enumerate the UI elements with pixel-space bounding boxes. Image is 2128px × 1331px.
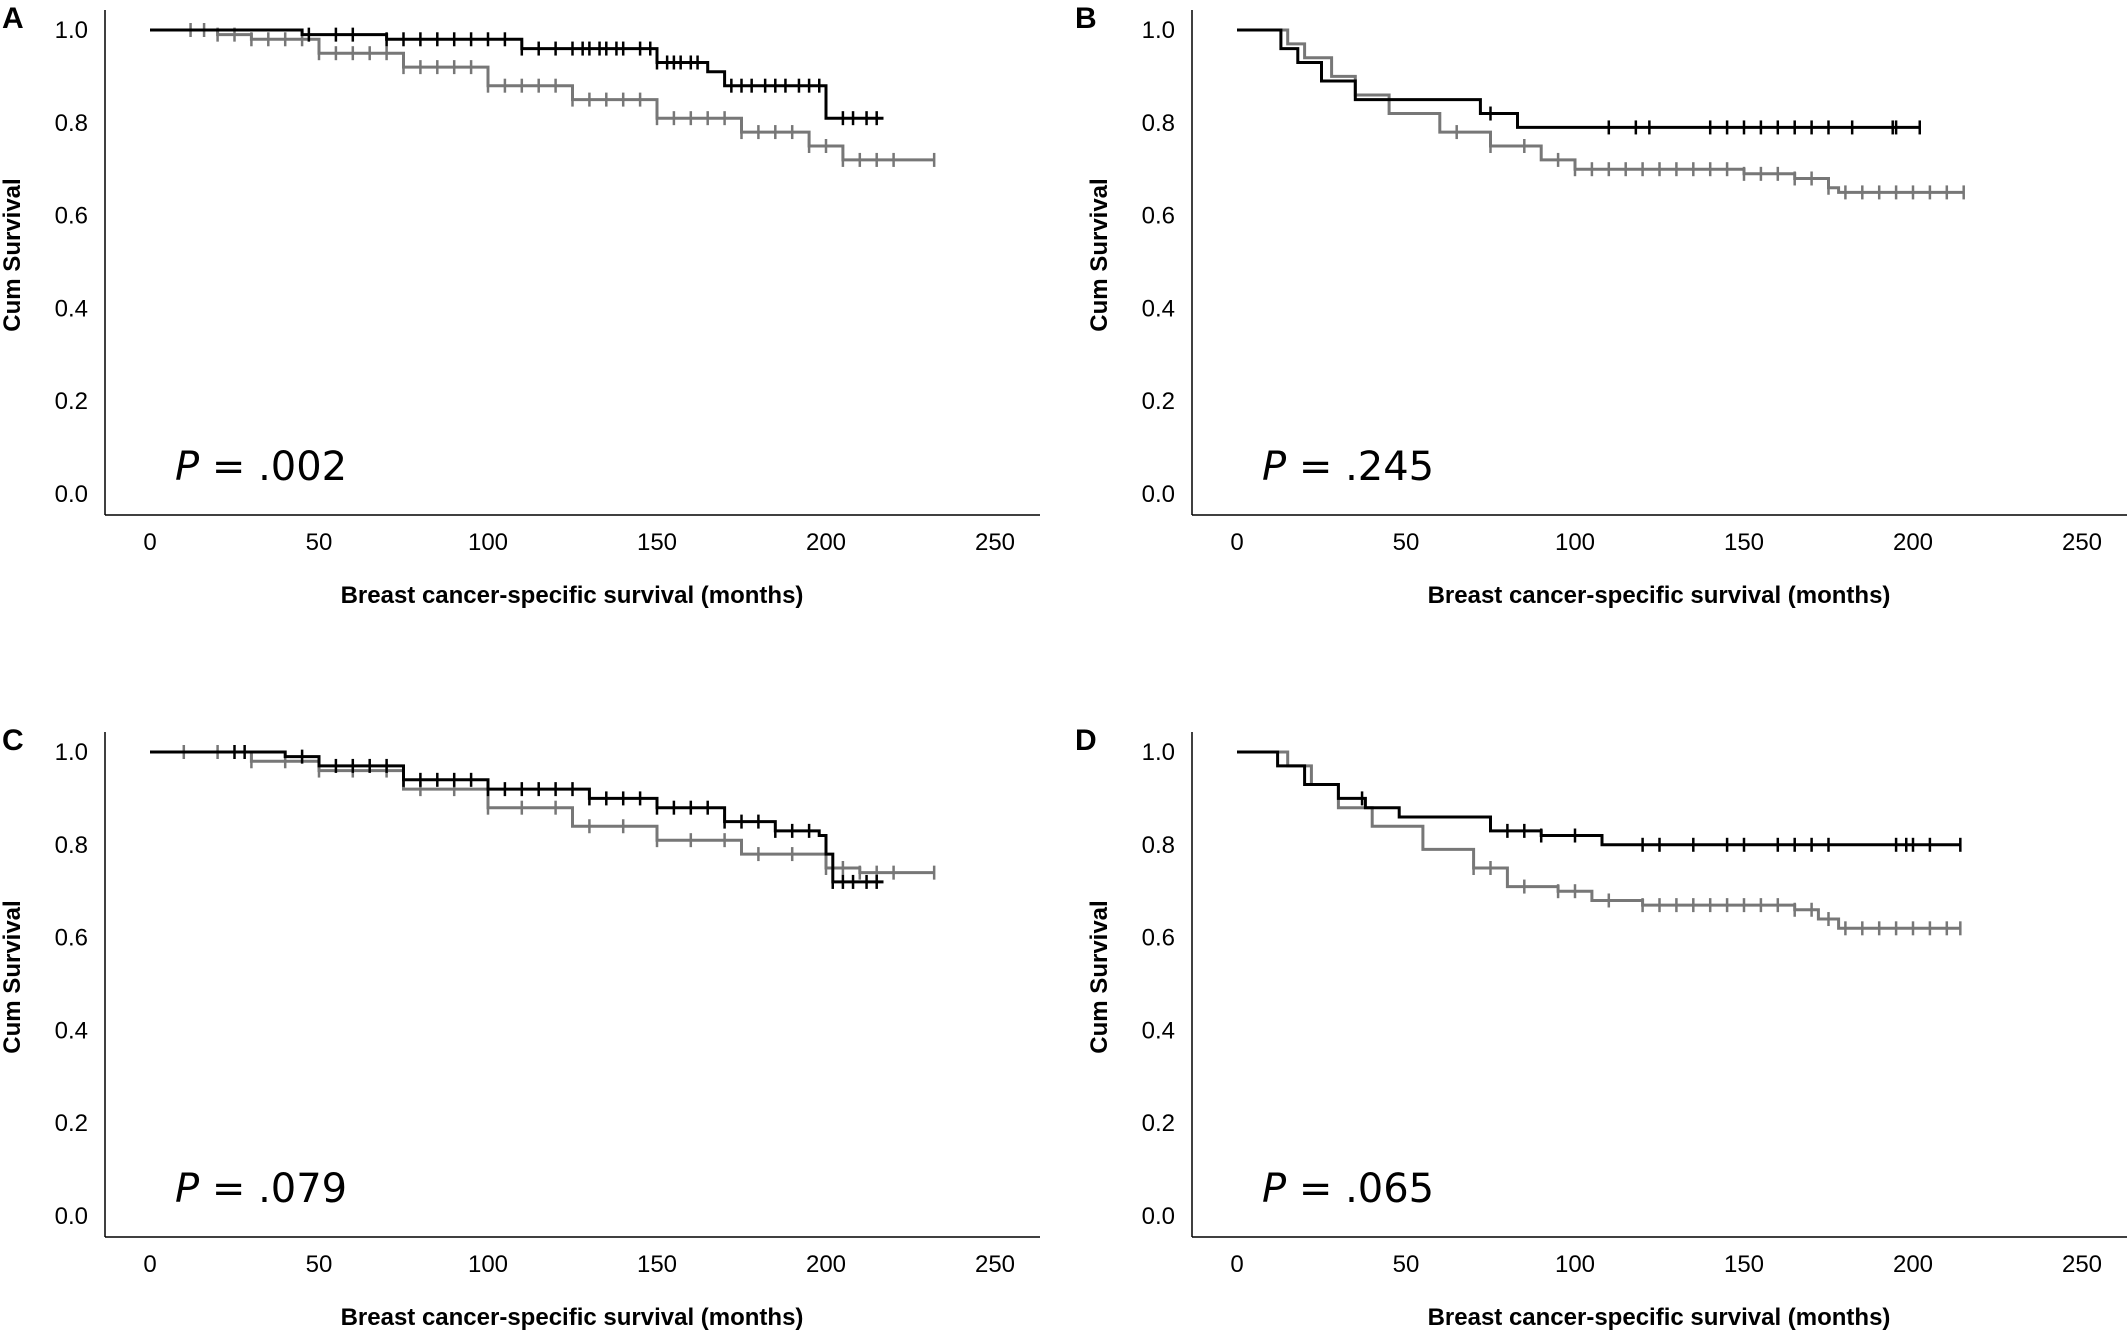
x-tick-label: 0 (143, 529, 156, 556)
x-tick-label: 150 (637, 529, 677, 556)
y-tick-label: 0.4 (1142, 295, 1175, 322)
y-tick-label: 0.6 (1142, 203, 1175, 230)
p-value-annotation: P = .245 (1262, 444, 1434, 490)
p-symbol: P (175, 1166, 200, 1212)
y-tick-label: 1.0 (55, 739, 88, 766)
y-tick-label: 1.0 (55, 17, 88, 44)
km-panel-d: D 0.0 0.2 0.4 0.6 0.8 1.0 0 50 100 150 200 250 Cum Su… (1075, 724, 2127, 1331)
x-tick-label: 100 (468, 1251, 508, 1278)
x-tick-label: 200 (806, 529, 846, 556)
p-value-annotation: P = .065 (1262, 1166, 1434, 1212)
y-tick-label: 0.2 (55, 1110, 88, 1137)
panel-label: C (2, 724, 24, 757)
x-tick-label: 50 (306, 1251, 333, 1278)
y-tick-label: 1.0 (1142, 17, 1175, 44)
p-value: = .079 (199, 1166, 347, 1212)
y-axis-title: Cum Survival (0, 900, 26, 1053)
panel-label: A (2, 2, 24, 35)
survival-curve-black (150, 28, 884, 120)
y-tick-label: 0.0 (55, 1203, 88, 1230)
p-value: = .245 (1286, 444, 1434, 490)
x-tick-label: 100 (1555, 1251, 1595, 1278)
y-tick-label: 0.0 (1142, 1203, 1175, 1230)
panel-label: D (1075, 724, 1097, 757)
x-tick-label: 0 (1230, 1251, 1243, 1278)
p-symbol: P (1262, 444, 1287, 490)
x-tick-label: 50 (1393, 529, 1420, 556)
y-tick-label: 0.8 (1142, 832, 1175, 859)
survival-curve-gray (1237, 28, 1964, 194)
x-tick-label: 150 (1724, 1251, 1764, 1278)
x-tick-label: 100 (468, 529, 508, 556)
x-axis-title: Breast cancer-specific survival (months) (341, 1304, 804, 1331)
x-tick-label: 0 (143, 1251, 156, 1278)
y-axis-title: Cum Survival (1086, 900, 1113, 1053)
survival-curve-black (150, 750, 884, 884)
x-tick-label: 250 (975, 1251, 1015, 1278)
x-tick-label: 100 (1555, 529, 1595, 556)
survival-curve-gray (150, 750, 935, 875)
x-axis-title: Breast cancer-specific survival (months) (1428, 582, 1891, 609)
y-tick-label: 0.8 (55, 110, 88, 137)
x-axis-title: Breast cancer-specific survival (months) (1428, 1304, 1891, 1331)
y-tick-label: 0.4 (1142, 1017, 1175, 1044)
x-axis-title: Breast cancer-specific survival (months) (341, 582, 804, 609)
km-panel-c: C 0.0 0.2 0.4 0.6 0.8 1.0 0 50 100 150 200 250 Cum Su… (0, 724, 1040, 1331)
survival-curve-black (1237, 28, 1920, 129)
x-tick-label: 0 (1230, 529, 1243, 556)
y-tick-label: 0.6 (1142, 925, 1175, 952)
x-tick-label: 50 (306, 529, 333, 556)
y-tick-label: 0.0 (55, 481, 88, 508)
y-tick-label: 0.6 (55, 203, 88, 230)
panel-label: B (1075, 2, 1097, 35)
p-value: = .065 (1286, 1166, 1434, 1212)
x-tick-label: 250 (2062, 1251, 2102, 1278)
x-tick-label: 250 (975, 529, 1015, 556)
km-panel-b: B 0.0 0.2 0.4 0.6 0.8 1.0 0 50 100 150 200 250 Cum Su… (1075, 2, 2127, 609)
y-axis-title: Cum Survival (1086, 178, 1113, 331)
y-tick-label: 0.0 (1142, 481, 1175, 508)
y-tick-label: 0.2 (55, 388, 88, 415)
p-value-annotation: P = .079 (175, 1166, 347, 1212)
x-tick-label: 150 (1724, 529, 1764, 556)
x-tick-label: 200 (1893, 1251, 1933, 1278)
y-tick-label: 0.2 (1142, 388, 1175, 415)
km-panel-a: A 0.0 0.2 0.4 0.6 0.8 1.0 0 50 100 150 200 250 Cum Su… (0, 2, 1040, 609)
y-tick-label: 0.4 (55, 295, 88, 322)
y-tick-label: 0.6 (55, 925, 88, 952)
p-value: = .002 (199, 444, 347, 490)
y-tick-label: 0.8 (1142, 110, 1175, 137)
y-tick-label: 0.2 (1142, 1110, 1175, 1137)
y-axis-title: Cum Survival (0, 178, 26, 331)
y-tick-label: 0.8 (55, 832, 88, 859)
y-tick-label: 1.0 (1142, 739, 1175, 766)
x-tick-label: 150 (637, 1251, 677, 1278)
survival-curve-gray (1237, 750, 1961, 930)
p-symbol: P (1262, 1166, 1287, 1212)
p-symbol: P (175, 444, 200, 490)
x-tick-label: 200 (806, 1251, 846, 1278)
y-tick-label: 0.4 (55, 1017, 88, 1044)
x-tick-label: 50 (1393, 1251, 1420, 1278)
p-value-annotation: P = .002 (175, 444, 347, 490)
x-tick-label: 250 (2062, 529, 2102, 556)
x-tick-label: 200 (1893, 529, 1933, 556)
survival-curve-black (1237, 750, 1961, 847)
